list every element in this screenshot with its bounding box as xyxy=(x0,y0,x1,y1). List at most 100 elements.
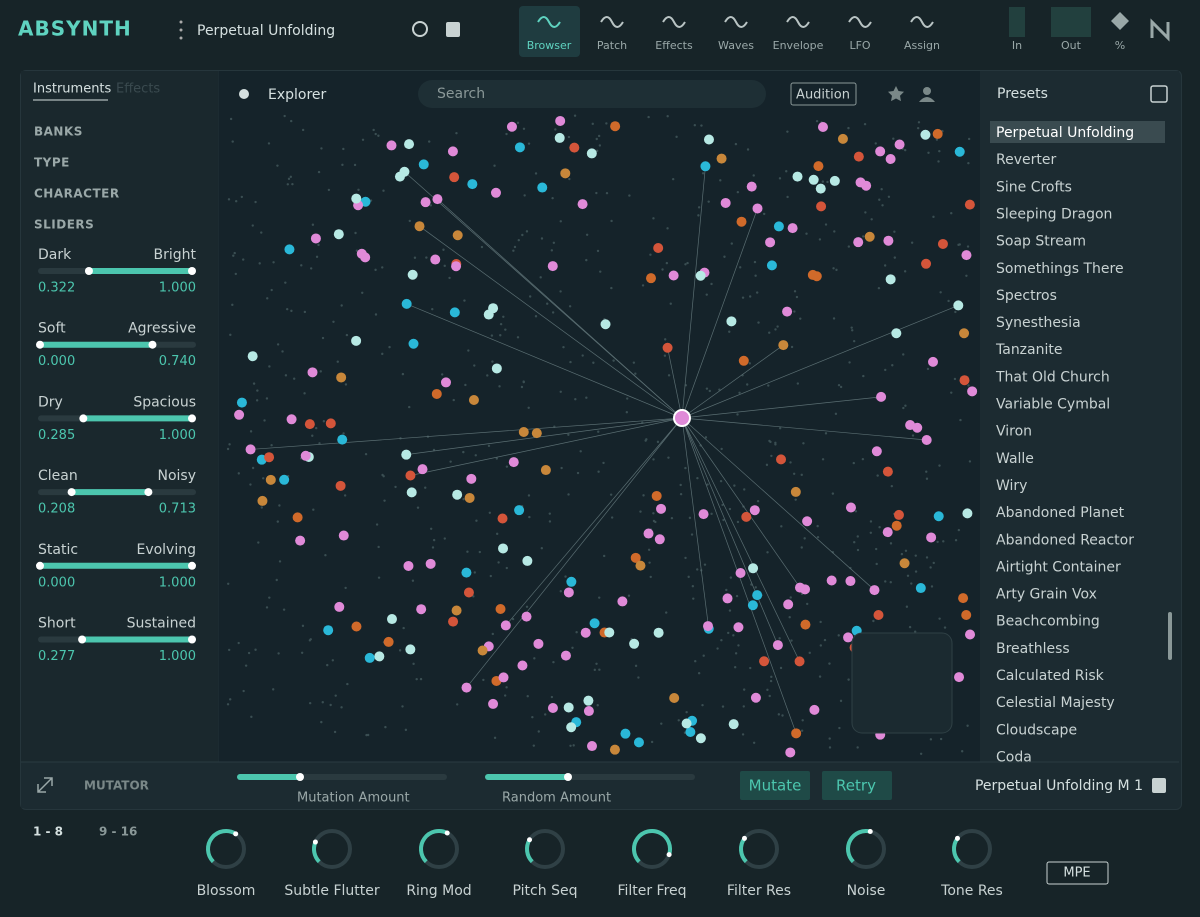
tab-label[interactable]: Patch xyxy=(597,39,627,52)
preset-dot[interactable] xyxy=(360,196,371,207)
preset-dot[interactable] xyxy=(452,489,463,500)
preset-dot[interactable] xyxy=(845,576,856,587)
preset-dot[interactable] xyxy=(514,505,525,516)
preset-item[interactable]: Spectros xyxy=(996,288,1057,304)
preset-dot[interactable] xyxy=(432,194,443,205)
search-box[interactable] xyxy=(418,80,766,108)
slider-handle[interactable] xyxy=(36,340,44,349)
preset-dot[interactable] xyxy=(782,306,793,317)
preset-dot[interactable] xyxy=(420,197,431,208)
preset-dot[interactable] xyxy=(669,692,680,703)
tab-icon[interactable] xyxy=(662,16,686,28)
knob-track[interactable] xyxy=(952,829,992,869)
preset-dot[interactable] xyxy=(752,590,763,601)
audition[interactable]: Audition xyxy=(796,88,850,103)
preset-dot[interactable] xyxy=(403,560,414,571)
preset-dot[interactable] xyxy=(653,243,664,254)
preset-dot[interactable] xyxy=(882,466,893,477)
preset-dot[interactable] xyxy=(431,388,442,399)
preset-dot[interactable] xyxy=(668,270,679,281)
tab-label[interactable]: Assign xyxy=(904,39,940,52)
preset-item[interactable]: Perpetual Unfolding xyxy=(996,125,1134,141)
preset-dot[interactable] xyxy=(800,584,811,595)
search[interactable]: Search xyxy=(437,86,485,102)
preset-dot[interactable] xyxy=(815,183,826,194)
preset-dot[interactable] xyxy=(813,161,824,172)
preset-dot[interactable] xyxy=(875,146,886,157)
preset-dot[interactable] xyxy=(295,535,306,546)
preset-dot[interactable] xyxy=(522,555,533,566)
selected-dot[interactable] xyxy=(673,409,691,427)
preset-dot[interactable] xyxy=(817,122,828,133)
preset-dot[interactable] xyxy=(555,115,566,126)
preset-item[interactable]: Airtight Container xyxy=(996,559,1121,575)
preset-dot[interactable] xyxy=(364,652,375,663)
preset-dot[interactable] xyxy=(264,452,275,463)
preset-dot[interactable] xyxy=(540,465,551,476)
preset-dot[interactable] xyxy=(961,609,972,620)
preset-dot[interactable] xyxy=(630,552,641,563)
preset-dot[interactable] xyxy=(791,728,802,739)
preset-dot[interactable] xyxy=(477,645,488,656)
preset-dot[interactable] xyxy=(736,216,747,227)
preset-dot[interactable] xyxy=(766,260,777,271)
user-icon[interactable] xyxy=(923,87,931,95)
preset-dot[interactable] xyxy=(265,474,276,485)
preset-item[interactable]: Viron xyxy=(996,424,1032,440)
preset-dot[interactable] xyxy=(826,575,837,586)
preset-dot[interactable] xyxy=(899,558,910,569)
preset-dot[interactable] xyxy=(374,651,385,662)
preset-dot[interactable] xyxy=(304,419,315,430)
preset-dot[interactable] xyxy=(337,434,348,445)
preset-dot[interactable] xyxy=(738,355,749,366)
knob-track[interactable] xyxy=(312,829,352,869)
preset-dot[interactable] xyxy=(853,237,864,248)
preset-dot[interactable] xyxy=(360,252,371,263)
preset-dot[interactable] xyxy=(580,627,591,638)
preset-dot[interactable] xyxy=(521,611,532,622)
preset-dot[interactable] xyxy=(720,197,731,208)
slider-handle[interactable] xyxy=(36,561,44,570)
preset-dot[interactable] xyxy=(452,230,463,241)
preset-dot[interactable] xyxy=(300,450,311,461)
preset-dot[interactable] xyxy=(323,625,334,636)
star-icon[interactable] xyxy=(888,86,904,102)
knob-track[interactable] xyxy=(739,829,779,869)
preset-dot[interactable] xyxy=(873,610,884,621)
preset-dot[interactable] xyxy=(245,444,256,455)
preset-dot[interactable] xyxy=(508,457,519,468)
preset-dot[interactable] xyxy=(653,627,664,638)
preset-dot[interactable] xyxy=(351,335,362,346)
preset-dot[interactable] xyxy=(404,139,415,150)
preset-dot[interactable] xyxy=(577,199,588,210)
tab-label[interactable]: Waves xyxy=(718,39,754,52)
preset-dot[interactable] xyxy=(448,616,459,627)
preset-dot[interactable] xyxy=(600,319,611,330)
preset-dot[interactable] xyxy=(560,168,571,179)
preset-dot[interactable] xyxy=(279,474,290,485)
preset-dot[interactable] xyxy=(794,656,805,667)
preset-dot[interactable] xyxy=(464,492,475,503)
slider-handle[interactable] xyxy=(144,488,153,497)
preset-dot[interactable] xyxy=(563,587,574,598)
preset-dot[interactable] xyxy=(236,397,247,408)
preset-dot[interactable] xyxy=(451,261,462,272)
preset-dot[interactable] xyxy=(915,583,926,594)
preset-dot[interactable] xyxy=(563,702,574,713)
preset-dot[interactable] xyxy=(286,414,297,425)
preset-dot[interactable] xyxy=(735,568,746,579)
preset-dot[interactable] xyxy=(750,692,761,703)
amount-handle[interactable] xyxy=(296,773,304,781)
section[interactable]: SLIDERS xyxy=(34,218,94,232)
preset-dot[interactable] xyxy=(498,672,509,683)
preset-dot[interactable] xyxy=(498,543,509,554)
slider-handle[interactable] xyxy=(67,488,76,497)
preset-dot[interactable] xyxy=(488,303,499,314)
preset-dot[interactable] xyxy=(325,418,336,429)
preset-dot[interactable] xyxy=(752,203,763,214)
preset-dot[interactable] xyxy=(414,221,425,232)
preset-dot[interactable] xyxy=(586,741,597,752)
preset-item[interactable]: Celestial Majesty xyxy=(996,695,1115,711)
preset-dot[interactable] xyxy=(783,599,794,610)
preset-dot[interactable] xyxy=(802,516,813,527)
